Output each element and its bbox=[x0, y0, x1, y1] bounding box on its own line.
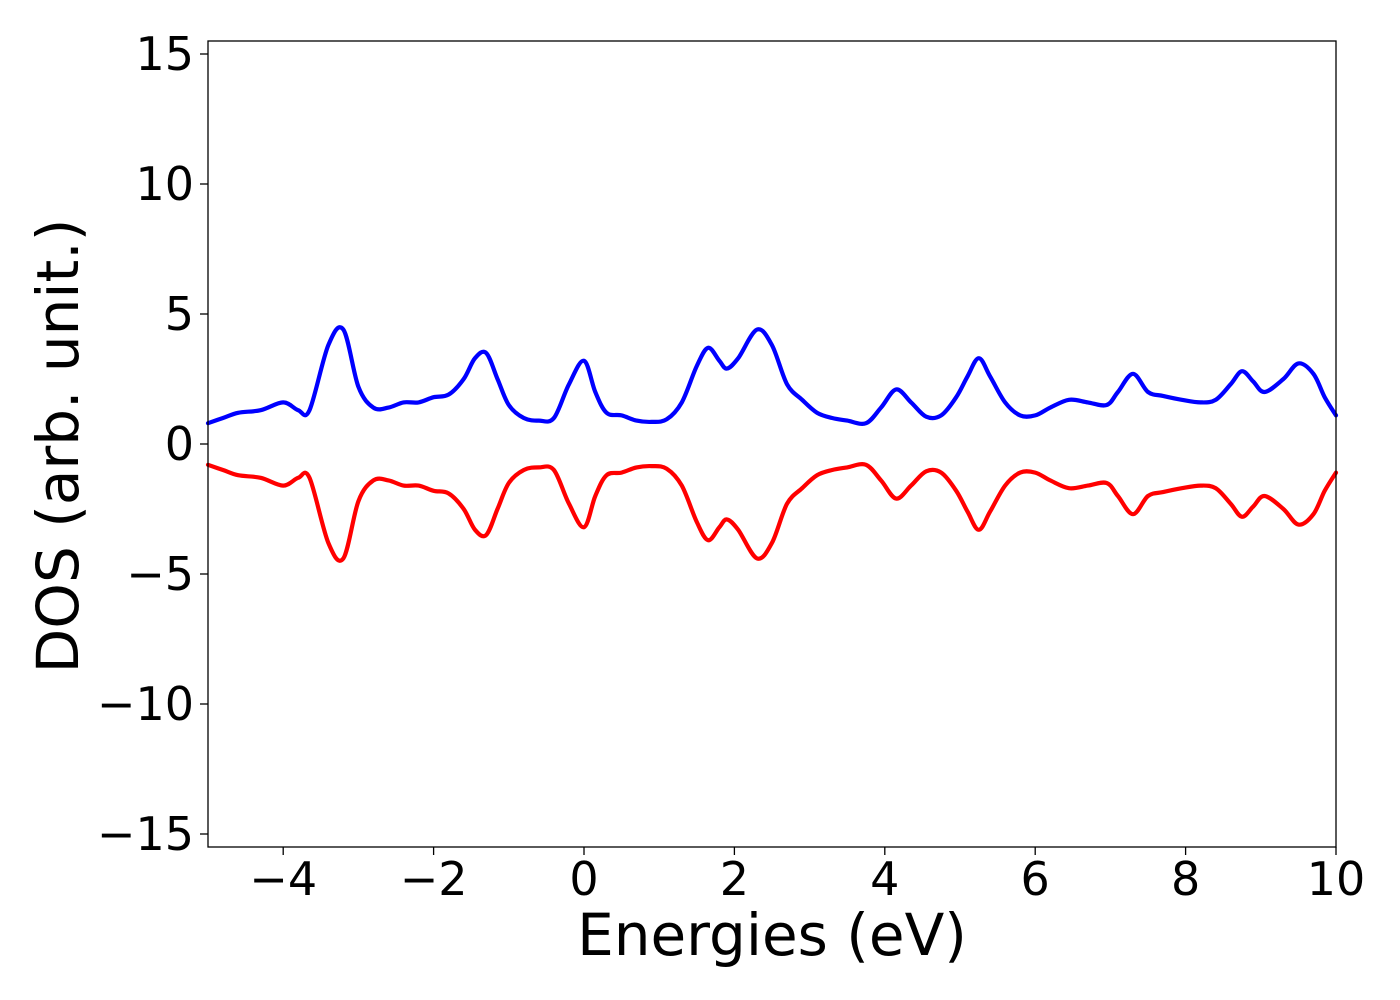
x-tick-label: 4 bbox=[870, 852, 899, 906]
y-tick-label: 10 bbox=[135, 157, 194, 211]
y-tick-label: 15 bbox=[135, 27, 194, 81]
x-tick-label: 0 bbox=[569, 852, 598, 906]
series-layer bbox=[205, 325, 1339, 563]
y-tick-label: 5 bbox=[165, 287, 194, 341]
y-tick-label: −5 bbox=[126, 547, 194, 601]
x-axis-label: Energies (eV) bbox=[577, 901, 967, 969]
y-tick-label: 0 bbox=[165, 417, 194, 471]
x-tick-label: 6 bbox=[1021, 852, 1050, 906]
ticks-layer: −4 −2 0 2 4 6 8 10 15 10 5 0 −5 −10 −15 bbox=[97, 27, 1365, 906]
plot-frame bbox=[207, 40, 1337, 848]
x-tick-label: 8 bbox=[1171, 852, 1200, 906]
x-tick-label: 10 bbox=[1307, 852, 1366, 906]
y-axis-label: DOS (arb. unit.) bbox=[24, 219, 92, 674]
series-line-upper bbox=[205, 325, 1339, 426]
series-line-lower bbox=[205, 462, 1339, 563]
x-tick-label: 2 bbox=[720, 852, 749, 906]
x-tick-label: −4 bbox=[249, 852, 317, 906]
y-tick-label: −10 bbox=[97, 677, 194, 731]
x-tick-label: −2 bbox=[400, 852, 468, 906]
y-tick-label: −15 bbox=[97, 807, 194, 861]
